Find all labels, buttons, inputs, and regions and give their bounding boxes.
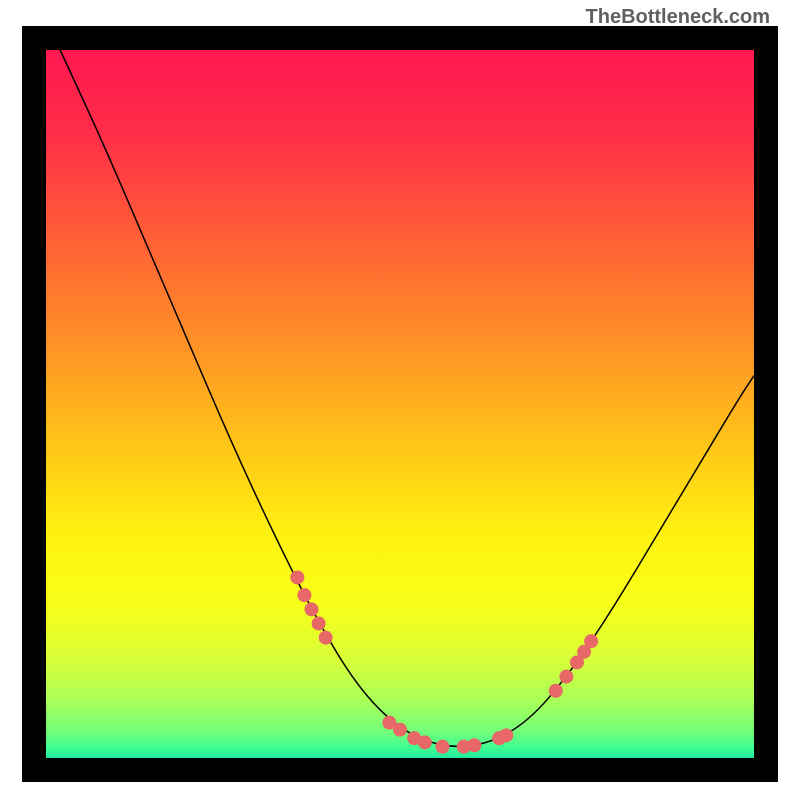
data-marker: [559, 670, 573, 684]
data-marker: [499, 728, 513, 742]
data-marker: [418, 735, 432, 749]
data-marker: [319, 631, 333, 645]
data-marker: [584, 634, 598, 648]
data-marker: [305, 602, 319, 616]
watermark-text: TheBottleneck.com: [586, 6, 770, 29]
data-marker: [297, 588, 311, 602]
bottleneck-curve: [60, 50, 754, 746]
plot-svg: [46, 50, 754, 758]
data-marker: [549, 684, 563, 698]
data-marker: [435, 740, 449, 754]
data-marker: [290, 570, 304, 584]
data-marker: [467, 738, 481, 752]
data-marker: [312, 616, 326, 630]
plot-area: [46, 50, 754, 758]
chart-container: TheBottleneck.com: [0, 0, 800, 800]
data-marker: [393, 723, 407, 737]
